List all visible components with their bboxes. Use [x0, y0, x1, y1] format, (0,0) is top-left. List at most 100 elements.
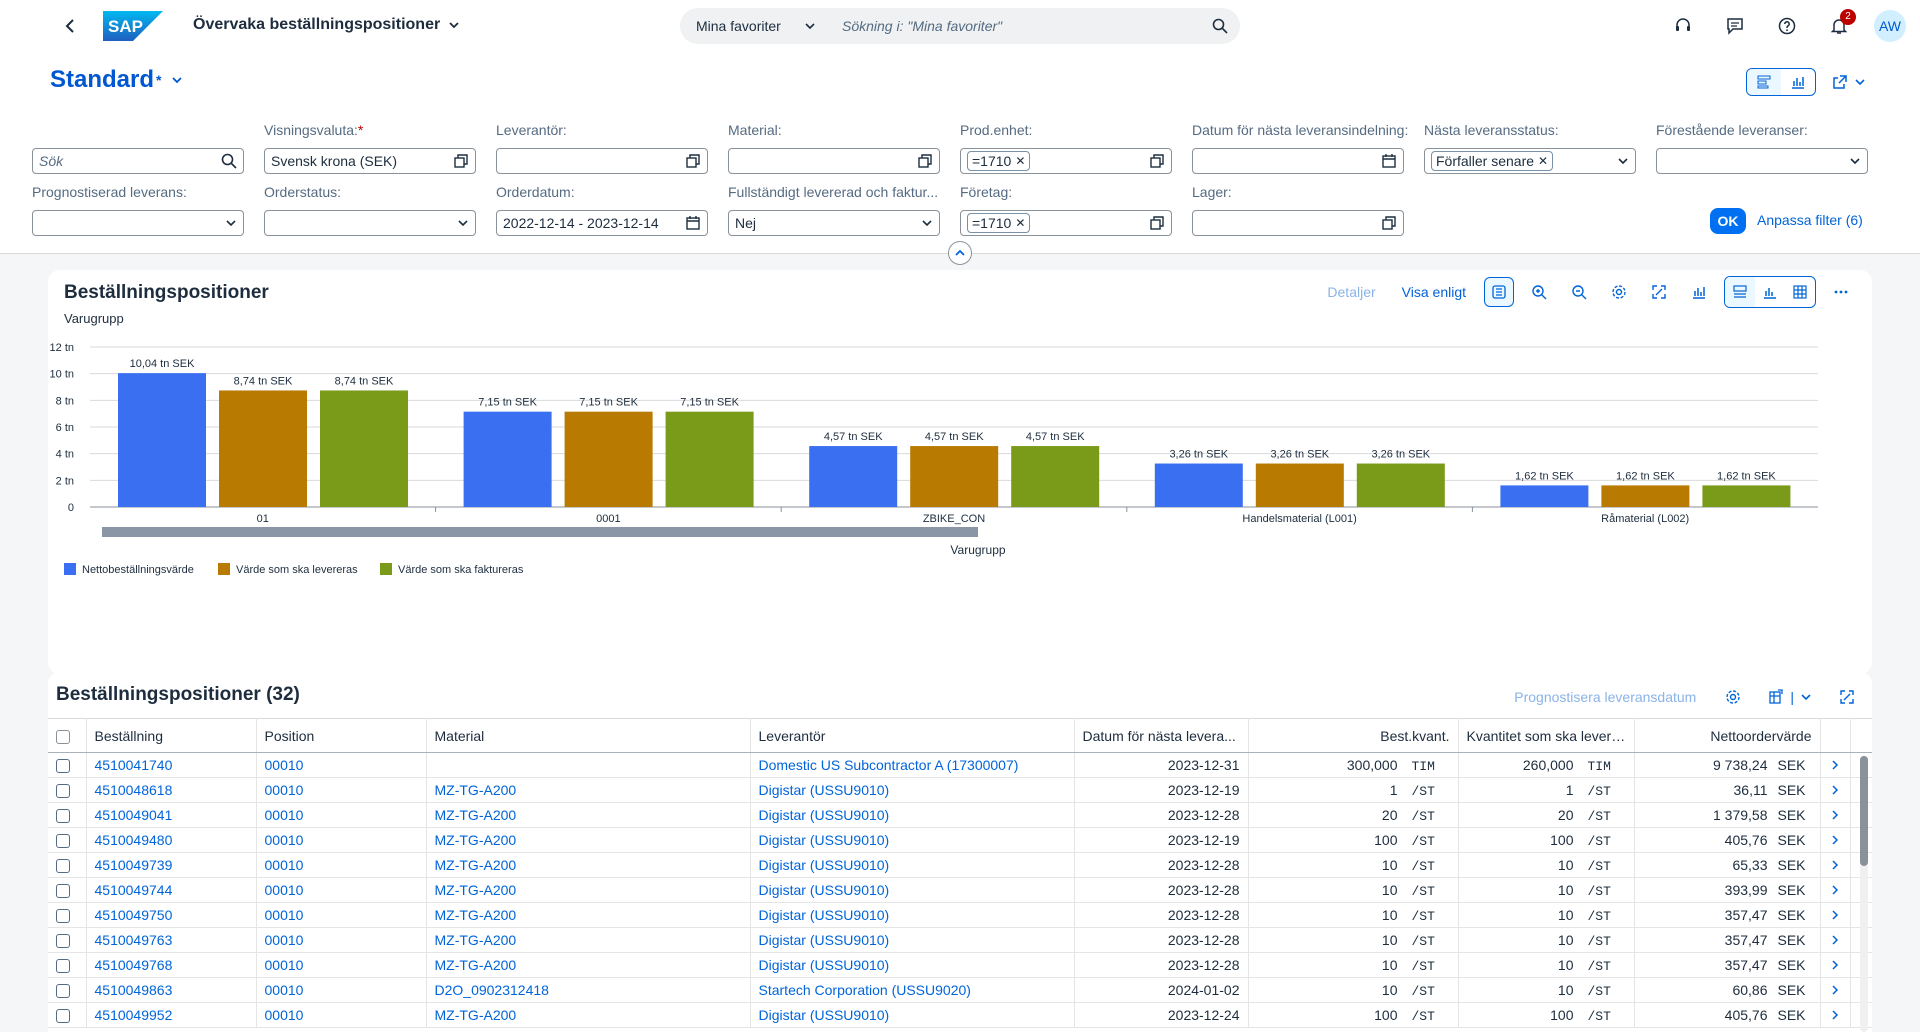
position-link[interactable]: 00010 — [256, 777, 427, 803]
supplier-link[interactable]: Digistar (USSU9010) — [750, 927, 1075, 953]
forecast-select[interactable] — [32, 210, 244, 236]
material-input[interactable] — [728, 148, 940, 174]
row-checkbox[interactable] — [56, 984, 70, 999]
feedback-icon[interactable] — [1718, 9, 1752, 43]
supplier-link[interactable]: Digistar (USSU9010) — [750, 777, 1075, 803]
table-row[interactable]: 4510041740 00010 Domestic US Subcontractor… — [48, 752, 1872, 778]
order-link[interactable]: 4510048618 — [86, 777, 257, 803]
fullscreen-icon[interactable] — [1644, 277, 1674, 307]
order-link[interactable]: 4510049739 — [86, 852, 257, 878]
row-checkbox[interactable] — [56, 759, 70, 774]
position-link[interactable]: 00010 — [256, 752, 427, 778]
position-link[interactable]: 00010 — [256, 827, 427, 853]
variant-management[interactable]: Standard * — [50, 66, 183, 94]
row-checkbox[interactable] — [56, 784, 70, 799]
forecast-delivery-button[interactable]: Prognostisera leveransdatum — [1514, 689, 1697, 705]
order-link[interactable]: 4510041740 — [86, 752, 257, 778]
plant-token[interactable]: =1710 ✕ — [967, 151, 1031, 171]
share-menu[interactable] — [1826, 74, 1872, 90]
row-checkbox[interactable] — [56, 859, 70, 874]
column-header[interactable]: Best.kvant. — [1248, 718, 1459, 753]
row-navigation-icon[interactable] — [1820, 902, 1851, 928]
app-title-menu[interactable]: Övervaka beställningspositioner — [193, 16, 460, 34]
row-navigation-icon[interactable] — [1820, 952, 1851, 978]
material-link[interactable]: MZ-TG-A200 — [426, 1002, 751, 1028]
column-header[interactable]: Material — [426, 718, 751, 753]
fully-delivered-select[interactable]: Nej — [728, 210, 940, 236]
chevron-down-icon[interactable] — [1617, 155, 1629, 167]
value-help-icon[interactable] — [685, 153, 701, 169]
zoom-out-icon[interactable] — [1564, 277, 1594, 307]
calendar-icon[interactable] — [1381, 153, 1397, 169]
material-link[interactable]: MZ-TG-A200 — [426, 877, 751, 903]
currency-input[interactable]: Svensk krona (SEK) — [264, 148, 476, 174]
material-link[interactable]: MZ-TG-A200 — [426, 802, 751, 828]
order-link[interactable]: 4510049768 — [86, 952, 257, 978]
notifications-bell-icon[interactable]: 2 — [1822, 9, 1856, 43]
table-row[interactable]: 4510049480 00010 MZ-TG-A200 Digistar (USSU9… — [48, 827, 1872, 853]
order-date-input[interactable]: 2022-12-14 - 2023-12-14 — [496, 210, 708, 236]
supplier-link[interactable]: Digistar (USSU9010) — [750, 952, 1075, 978]
view-by-button[interactable]: Visa enligt — [1401, 284, 1466, 300]
chart-type-icon[interactable] — [1684, 277, 1714, 307]
position-link[interactable]: 00010 — [256, 877, 427, 903]
value-help-icon[interactable] — [1381, 215, 1397, 231]
row-checkbox[interactable] — [56, 959, 70, 974]
select-all-checkbox[interactable] — [56, 729, 70, 744]
collapse-header-button[interactable] — [948, 241, 972, 265]
supplier-link[interactable]: Digistar (USSU9010) — [750, 877, 1075, 903]
value-help-icon[interactable] — [453, 153, 469, 169]
chevron-down-icon[interactable] — [1849, 155, 1861, 167]
value-help-icon[interactable] — [1149, 153, 1165, 169]
chart-only-icon[interactable] — [1755, 277, 1785, 307]
table-row[interactable]: 4510049744 00010 MZ-TG-A200 Digistar (USSU9… — [48, 877, 1872, 903]
plant-input[interactable]: =1710 ✕ — [960, 148, 1172, 174]
column-header[interactable]: Beställning — [86, 718, 257, 753]
material-link[interactable]: MZ-TG-A200 — [426, 852, 751, 878]
material-link[interactable]: MZ-TG-A200 — [426, 902, 751, 928]
material-link[interactable] — [426, 752, 751, 778]
supplier-link[interactable]: Digistar (USSU9010) — [750, 1002, 1075, 1028]
chart-table-view-icon[interactable] — [1725, 277, 1755, 307]
upcoming-select[interactable] — [1656, 148, 1868, 174]
row-navigation-icon[interactable] — [1820, 777, 1851, 803]
export-menu[interactable]: | — [1762, 689, 1818, 705]
column-header[interactable]: Position — [256, 718, 427, 753]
material-link[interactable]: MZ-TG-A200 — [426, 952, 751, 978]
material-link[interactable]: MZ-TG-A200 — [426, 827, 751, 853]
chart-table-view-icon[interactable] — [1747, 69, 1781, 95]
order-link[interactable]: 4510049763 — [86, 927, 257, 953]
row-navigation-icon[interactable] — [1820, 927, 1851, 953]
column-header[interactable]: Datum för nästa levera... — [1074, 718, 1249, 753]
storage-input[interactable] — [1192, 210, 1404, 236]
supplier-link[interactable]: Digistar (USSU9010) — [750, 852, 1075, 878]
go-button[interactable]: OK — [1710, 208, 1746, 234]
table-row[interactable]: 4510049763 00010 MZ-TG-A200 Digistar (USSU9… — [48, 927, 1872, 953]
supplier-link[interactable]: Digistar (USSU9010) — [750, 802, 1075, 828]
search-icon[interactable] — [1200, 18, 1240, 34]
table-only-icon[interactable] — [1785, 277, 1815, 307]
table-scrollbar[interactable] — [1860, 756, 1868, 1032]
settings-icon[interactable] — [1604, 277, 1634, 307]
row-navigation-icon[interactable] — [1820, 977, 1851, 1003]
material-link[interactable]: MZ-TG-A200 — [426, 777, 751, 803]
remove-token-icon[interactable]: ✕ — [1538, 154, 1549, 168]
headset-icon[interactable] — [1666, 9, 1700, 43]
order-link[interactable]: 4510049750 — [86, 902, 257, 928]
chart-view-icon[interactable] — [1781, 69, 1815, 95]
row-checkbox[interactable] — [56, 809, 70, 824]
table-row[interactable]: 4510049739 00010 MZ-TG-A200 Digistar (USSU9… — [48, 852, 1872, 878]
position-link[interactable]: 00010 — [256, 852, 427, 878]
position-link[interactable]: 00010 — [256, 977, 427, 1003]
details-button[interactable]: Detaljer — [1327, 284, 1376, 300]
value-help-icon[interactable] — [917, 153, 933, 169]
filter-search-input[interactable]: Sök — [32, 148, 244, 174]
company-token[interactable]: =1710 ✕ — [967, 213, 1031, 233]
supplier-link[interactable]: Startech Corporation (USSU9020) — [750, 977, 1075, 1003]
order-link[interactable]: 4510049480 — [86, 827, 257, 853]
position-link[interactable]: 00010 — [256, 802, 427, 828]
chevron-down-icon[interactable] — [921, 217, 933, 229]
zoom-in-icon[interactable] — [1524, 277, 1554, 307]
calendar-icon[interactable] — [685, 215, 701, 231]
table-row[interactable]: 4510049768 00010 MZ-TG-A200 Digistar (USSU9… — [48, 952, 1872, 978]
